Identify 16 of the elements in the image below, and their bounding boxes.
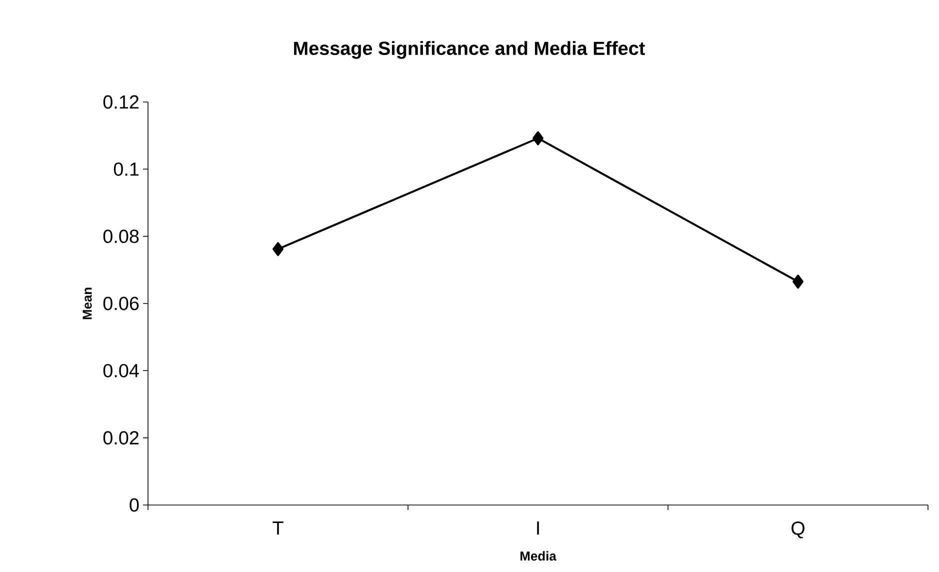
x-tick-label: T [272,522,284,535]
x-axis-title: Media [520,551,556,561]
y-tick-label: 0 [130,498,139,512]
chart-title: Message Significance and Media Effect [294,41,645,59]
y-tick-label: 0.02 [103,431,139,445]
y-axis-title: Mean [82,288,92,320]
point [272,242,284,256]
y-tick-label: 0.06 [103,296,139,310]
x-tick-label: Q [792,522,804,538]
x-tick-label: I [537,522,539,535]
y-tick-label: 0.12 [103,95,139,109]
y-tick-label: 0.08 [103,230,139,244]
y-tick-label: 0.04 [103,364,139,378]
point [792,274,804,289]
y-tick-label: 0.1 [114,162,139,176]
point [532,131,544,146]
